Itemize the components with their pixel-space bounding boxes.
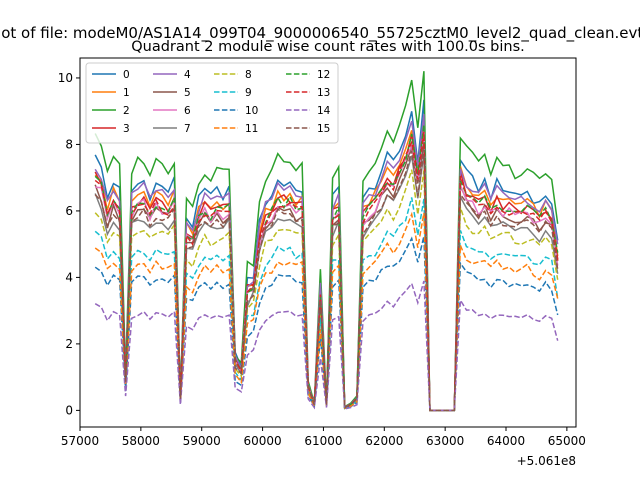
y-tick-label: 4 [65,270,73,284]
legend-label-7: 7 [184,123,191,135]
y-axis: 0 2 4 6 8 10 [58,71,80,417]
x-tick-label: 61000 [304,434,342,448]
legend-label-4: 4 [184,69,191,81]
legend-label-6: 6 [184,105,191,117]
x-tick-label: 59000 [183,434,221,448]
x-tick-label: 62000 [365,434,403,448]
series-line-10 [94,236,559,412]
series-line-12 [94,124,559,412]
x-tick-label: 57000 [61,434,99,448]
y-tick-label: 0 [65,403,73,417]
legend-box [85,62,339,144]
x-tick-label: 58000 [122,434,160,448]
series-line-9 [94,197,559,412]
legend-label-10: 10 [245,105,258,117]
x-offset-label: +5.061e8 [517,454,576,468]
legend-label-1: 1 [123,87,130,99]
x-axis: 57000 58000 59000 60000 61000 62000 63000 64000… [61,427,586,448]
chart-title: Quadrant 2 module wise count rates with … [131,39,525,55]
x-tick-label: 63000 [426,434,464,448]
legend-label-15: 15 [317,123,330,135]
legend-label-3: 3 [123,123,130,135]
legend-label-5: 5 [184,87,191,99]
y-tick-label: 6 [65,204,73,218]
plot-frame [79,57,577,428]
y-tick-label: 2 [65,337,73,351]
series-line-8 [94,169,559,412]
series-line-15 [94,149,559,412]
x-tick-label: 60000 [243,434,281,448]
legend-label-14: 14 [317,105,331,117]
legend-label-8: 8 [245,69,252,81]
y-tick-label: 10 [58,71,73,85]
x-tick-label: 65000 [548,434,586,448]
legend-label-2: 2 [123,105,130,117]
legend-label-0: 0 [123,69,130,81]
figure-suptitle: Plot of file: modeM0/AS1A14_099T04_90000… [0,24,640,43]
legend-label-12: 12 [317,69,330,81]
y-tick-label: 8 [65,137,73,151]
plot-lines [94,71,559,412]
legend-label-11: 11 [245,123,258,135]
x-tick-label: 64000 [487,434,525,448]
series-line-14 [94,280,559,412]
legend-label-13: 13 [317,87,330,99]
legend-label-9: 9 [245,87,252,99]
